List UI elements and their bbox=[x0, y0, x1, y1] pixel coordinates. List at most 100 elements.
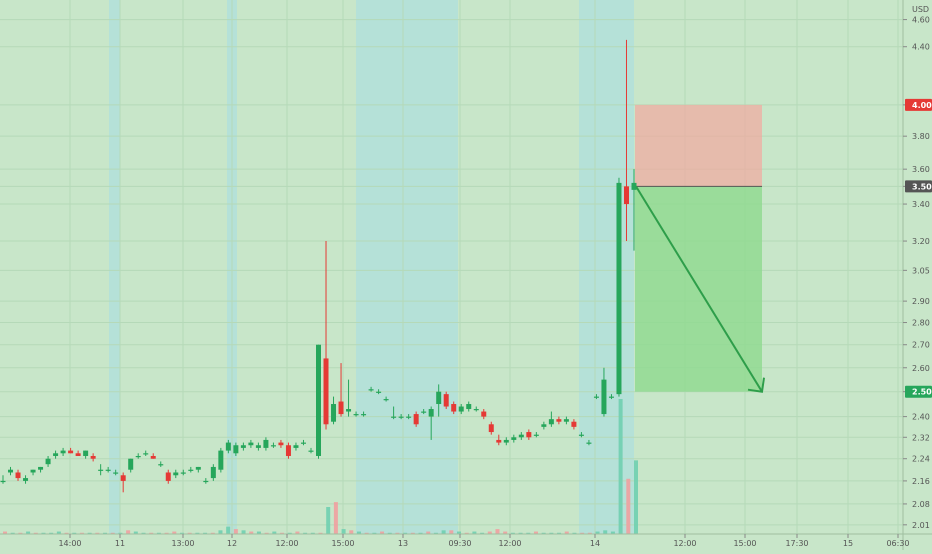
candle-body bbox=[488, 424, 494, 433]
volume-bar bbox=[187, 532, 192, 534]
short-position-tool[interactable] bbox=[635, 104, 762, 392]
session-bands bbox=[109, 0, 634, 534]
volume-bar bbox=[179, 532, 184, 534]
volume-bar bbox=[41, 532, 46, 534]
price-marker-label: 3.50 bbox=[912, 182, 932, 191]
volume-bar bbox=[295, 531, 300, 534]
time-tick-label: 14 bbox=[590, 539, 600, 548]
candle-body bbox=[368, 389, 374, 391]
volume-bar bbox=[141, 532, 146, 534]
volume-bar bbox=[110, 532, 115, 534]
candle-body bbox=[15, 472, 21, 479]
candle-body bbox=[300, 442, 306, 444]
volume-bar bbox=[133, 531, 138, 534]
volume-bar bbox=[172, 531, 177, 534]
candle-body bbox=[481, 411, 487, 417]
time-tick-label: 11 bbox=[115, 539, 125, 548]
volume-bar bbox=[210, 532, 215, 534]
volume-bar bbox=[587, 532, 592, 534]
session-band bbox=[356, 0, 458, 534]
volume-bar bbox=[410, 532, 415, 534]
price-tick-label: 3.20 bbox=[912, 237, 930, 246]
candle-body bbox=[38, 466, 44, 470]
time-axis: 14:00 11 13:00 12 12:00 15:00 13 09:30 12:00 14 12… bbox=[0, 533, 932, 548]
candle-body bbox=[165, 472, 171, 481]
volume-bar bbox=[457, 531, 462, 534]
candle-body bbox=[533, 434, 539, 436]
candle-body bbox=[278, 442, 284, 446]
candle-body bbox=[353, 414, 359, 416]
volume-bar bbox=[403, 532, 408, 534]
price-tick-label: 2.60 bbox=[912, 364, 930, 373]
volume-bar bbox=[18, 532, 23, 534]
candle-body bbox=[593, 396, 599, 398]
time-tick-label: 12:00 bbox=[673, 539, 696, 548]
candle-body bbox=[128, 458, 134, 470]
candle-body bbox=[338, 401, 344, 415]
candle-body bbox=[601, 379, 607, 415]
volume-bar bbox=[287, 532, 292, 534]
candle-body bbox=[563, 419, 569, 422]
candle-body bbox=[376, 391, 382, 393]
price-marker-tag bbox=[905, 98, 932, 111]
candle-body bbox=[90, 455, 96, 459]
volume-bar bbox=[510, 532, 515, 534]
candle-body bbox=[323, 358, 329, 425]
candle-body bbox=[518, 434, 524, 438]
candle-body bbox=[173, 472, 179, 476]
time-tick-label: 12 bbox=[227, 539, 237, 548]
volume-bar bbox=[595, 531, 600, 534]
volume-bar bbox=[480, 532, 485, 534]
candle-body bbox=[285, 445, 291, 456]
price-tick-label: 2.80 bbox=[912, 319, 930, 328]
price-tick-label: 3.40 bbox=[912, 200, 930, 209]
volume-bar bbox=[433, 532, 438, 534]
trend-arrow-line bbox=[635, 185, 763, 393]
volume-bar bbox=[64, 532, 69, 534]
price-tick-label: 2.90 bbox=[912, 297, 930, 306]
volume-bar bbox=[503, 531, 508, 534]
candle-body bbox=[113, 472, 119, 474]
volume-bar bbox=[618, 399, 623, 534]
candle-body bbox=[203, 480, 209, 483]
candle-body bbox=[541, 424, 547, 427]
candle-body bbox=[8, 469, 14, 473]
time-tick-label: 09:30 bbox=[448, 539, 471, 548]
volume-bar bbox=[103, 532, 108, 534]
candle-body bbox=[578, 434, 584, 436]
time-tick-label: 06:30 bbox=[886, 539, 909, 548]
volume-bar bbox=[249, 531, 254, 534]
price-tick-label: 2.24 bbox=[912, 455, 930, 464]
price-tick-label: 2.70 bbox=[912, 341, 930, 350]
candle-body bbox=[631, 182, 637, 190]
candle-body bbox=[233, 445, 239, 454]
volume-bar bbox=[203, 532, 208, 534]
candle-body bbox=[308, 450, 314, 452]
volume-bar bbox=[33, 532, 38, 534]
candles bbox=[0, 39, 637, 493]
volume-bar bbox=[418, 532, 423, 534]
price-tick-label: 2.16 bbox=[912, 477, 930, 486]
volume-bar bbox=[26, 531, 31, 534]
time-tick-label: 13 bbox=[398, 539, 408, 548]
volume-bar bbox=[341, 529, 346, 534]
volume-bar bbox=[226, 526, 231, 534]
candle-body bbox=[270, 445, 276, 447]
price-tick-label: 4.40 bbox=[912, 43, 930, 52]
volume-bar bbox=[487, 531, 492, 534]
candle-body bbox=[120, 475, 126, 481]
candle-body bbox=[428, 409, 434, 417]
time-tick-label: 13:00 bbox=[171, 539, 194, 548]
volume-bar bbox=[310, 532, 315, 534]
candle-body bbox=[255, 445, 261, 448]
candle-body bbox=[383, 399, 389, 401]
price-tick-label: 3.05 bbox=[912, 266, 930, 275]
candle-body bbox=[0, 480, 6, 483]
time-tick-label: 12:00 bbox=[275, 539, 298, 548]
volume-bar bbox=[626, 478, 631, 534]
volume-bar bbox=[256, 531, 261, 534]
stop-loss-zone[interactable] bbox=[635, 104, 762, 187]
candle-body bbox=[240, 445, 246, 448]
